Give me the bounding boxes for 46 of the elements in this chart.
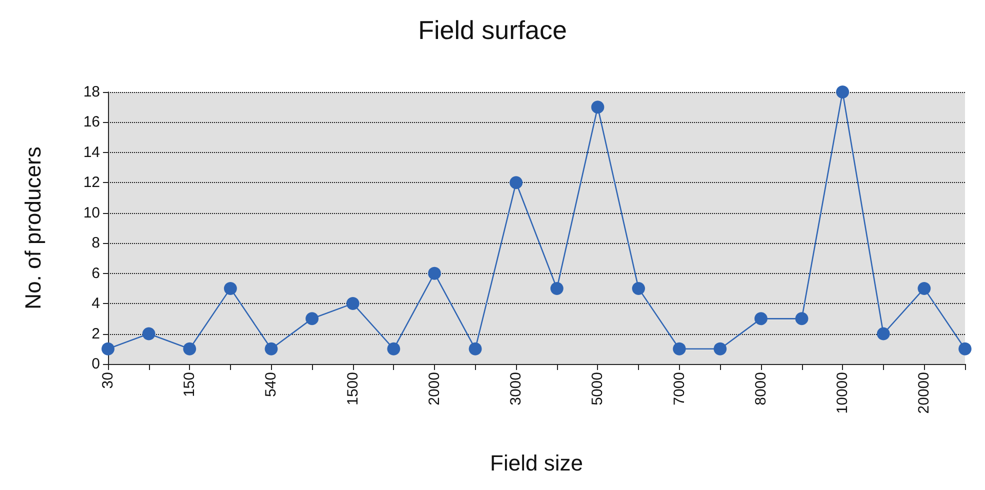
y-tick-label: 4 (92, 295, 100, 312)
y-axis-title: No. of producers (20, 146, 46, 310)
point (224, 282, 237, 295)
point (346, 297, 360, 310)
y-tick-label: 16 (83, 114, 100, 131)
point (714, 342, 727, 356)
x-tick-label: 1500 (344, 372, 362, 406)
y-tick-label: 18 (83, 84, 100, 100)
point (918, 282, 931, 295)
x-tick-label: 10000 (834, 372, 852, 414)
point (142, 327, 156, 340)
point (958, 342, 972, 356)
point (387, 342, 400, 356)
y-tick-label: 14 (83, 144, 100, 161)
x-tick-label: 3000 (508, 372, 525, 406)
y-tick-label: 8 (92, 234, 100, 252)
x-tick-label: 2000 (426, 372, 443, 406)
point (102, 342, 114, 356)
point (428, 266, 441, 280)
y-tick-label: 12 (83, 174, 100, 192)
x-tick-label: 8000 (752, 372, 770, 406)
point (510, 176, 523, 190)
y-tick-label: 2 (92, 325, 100, 342)
x-tick-label: 5000 (589, 372, 606, 406)
y-tick-label: 0 (92, 356, 100, 372)
point (795, 312, 808, 326)
point (264, 342, 278, 356)
x-tick-label: 7000 (670, 372, 688, 406)
point (591, 100, 604, 114)
point (468, 342, 482, 356)
point (876, 327, 890, 340)
point (183, 342, 196, 356)
x-tick-label: 540 (262, 372, 280, 398)
point (632, 282, 646, 295)
point (550, 282, 564, 295)
y-tick-label: 6 (92, 264, 100, 282)
point (306, 312, 319, 326)
point (754, 312, 768, 326)
x-tick-label: 150 (181, 372, 198, 398)
point (836, 86, 850, 98)
x-tick-label: 20000 (916, 372, 933, 414)
chart-title: Field surface (418, 15, 567, 45)
x-tick-label: 30 (100, 372, 116, 389)
x-axis-title: Field size (490, 450, 583, 476)
point (672, 342, 686, 356)
y-tick-label: 10 (83, 204, 100, 222)
